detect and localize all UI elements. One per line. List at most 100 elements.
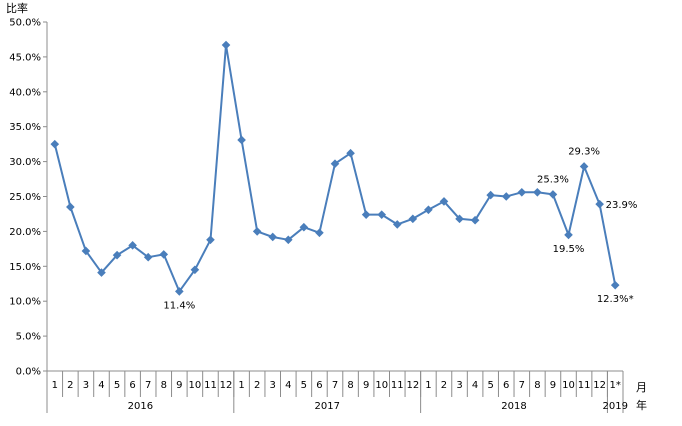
month-label: 10 bbox=[375, 380, 388, 391]
data-point bbox=[533, 188, 542, 197]
month-label: 5 bbox=[487, 380, 493, 391]
y-tick-label: 15.0% bbox=[9, 262, 41, 273]
month-label: 5 bbox=[114, 380, 120, 391]
y-tick-label: 20.0% bbox=[9, 227, 41, 238]
month-label: 12 bbox=[406, 380, 419, 391]
data-point bbox=[112, 250, 122, 260]
month-label: 9 bbox=[363, 380, 369, 391]
month-label: 9 bbox=[550, 380, 556, 391]
month-label: 8 bbox=[534, 380, 540, 391]
year-label: 2017 bbox=[314, 401, 339, 412]
y-tick-label: 50.0% bbox=[9, 18, 41, 29]
data-point bbox=[455, 214, 464, 224]
data-point bbox=[424, 205, 433, 215]
year-label: 2019 bbox=[602, 401, 627, 412]
data-label: 12.3%* bbox=[597, 294, 634, 305]
series-line bbox=[53, 44, 617, 293]
year-label: 2018 bbox=[501, 401, 526, 412]
y-tick-label: 25.0% bbox=[9, 192, 41, 203]
month-label: 1 bbox=[52, 380, 58, 391]
month-label: 10 bbox=[189, 380, 202, 391]
data-point bbox=[408, 214, 418, 224]
data-point bbox=[299, 222, 309, 232]
data-point bbox=[268, 232, 278, 242]
data-point bbox=[97, 268, 106, 277]
month-label: 3 bbox=[83, 380, 89, 391]
data-point bbox=[330, 159, 340, 169]
y-tick-label: 10.0% bbox=[9, 297, 41, 308]
month-label: 2 bbox=[67, 380, 73, 391]
month-label: 7 bbox=[332, 380, 338, 391]
month-label: 11 bbox=[578, 380, 591, 391]
data-point bbox=[377, 210, 387, 219]
month-label: 7 bbox=[145, 380, 151, 391]
month-label: 1* bbox=[610, 380, 621, 391]
data-label: 11.4% bbox=[163, 300, 195, 311]
y-tick-label: 40.0% bbox=[9, 87, 41, 98]
month-label: 4 bbox=[98, 380, 104, 391]
month-label: 11 bbox=[391, 380, 404, 391]
data-point bbox=[564, 230, 573, 240]
data-point bbox=[237, 135, 246, 145]
data-point bbox=[221, 40, 231, 50]
y-tick-label: 35.0% bbox=[9, 122, 41, 133]
data-point bbox=[439, 197, 449, 206]
data-point bbox=[548, 190, 558, 199]
data-point bbox=[579, 162, 589, 171]
data-point bbox=[595, 199, 604, 209]
data-point bbox=[175, 287, 184, 296]
data-point bbox=[486, 190, 495, 200]
data-label: 25.3% bbox=[537, 174, 569, 185]
month-label: 10 bbox=[562, 380, 575, 391]
month-label: 8 bbox=[161, 380, 167, 391]
data-point bbox=[610, 280, 620, 290]
data-label: 29.3% bbox=[568, 146, 600, 157]
x-axis-label-month: 月 bbox=[636, 381, 647, 394]
data-point bbox=[517, 188, 527, 197]
month-label: 11 bbox=[204, 380, 217, 391]
data-point bbox=[501, 192, 511, 201]
month-label: 1 bbox=[425, 380, 431, 391]
data-point bbox=[361, 210, 371, 219]
month-label: 1 bbox=[238, 380, 244, 391]
data-point bbox=[190, 265, 200, 275]
month-label: 6 bbox=[316, 380, 322, 391]
data-label: 19.5% bbox=[553, 244, 585, 255]
month-label: 6 bbox=[503, 380, 509, 391]
y-tick-label: 0.0% bbox=[16, 367, 41, 378]
data-point bbox=[206, 235, 215, 245]
month-label: 3 bbox=[456, 380, 462, 391]
month-label: 9 bbox=[176, 380, 182, 391]
data-point bbox=[66, 202, 75, 212]
data-point bbox=[128, 241, 137, 250]
month-label: 8 bbox=[347, 380, 353, 391]
year-label: 2016 bbox=[128, 401, 153, 412]
month-label: 3 bbox=[270, 380, 276, 391]
data-point bbox=[81, 246, 91, 256]
y-tick-label: 5.0% bbox=[16, 332, 41, 343]
data-label: 23.9% bbox=[606, 200, 638, 211]
month-label: 12 bbox=[593, 380, 606, 391]
y-axis-label: 比率 bbox=[6, 1, 28, 15]
month-label: 12 bbox=[220, 380, 233, 391]
month-label: 7 bbox=[519, 380, 525, 391]
month-label: 4 bbox=[285, 380, 291, 391]
month-label: 2 bbox=[254, 380, 260, 391]
y-tick-label: 45.0% bbox=[9, 52, 41, 63]
data-point bbox=[315, 228, 324, 238]
data-point bbox=[346, 148, 355, 158]
data-point bbox=[159, 250, 169, 259]
data-point bbox=[50, 139, 60, 149]
data-point bbox=[252, 227, 262, 236]
month-label: 2 bbox=[441, 380, 447, 391]
data-point bbox=[392, 220, 402, 229]
data-point bbox=[143, 252, 153, 262]
month-label: 4 bbox=[472, 380, 478, 391]
data-point bbox=[470, 215, 480, 225]
x-axis-label-year: 年 bbox=[636, 398, 647, 412]
month-label: 6 bbox=[129, 380, 135, 391]
month-label: 5 bbox=[301, 380, 307, 391]
y-tick-label: 30.0% bbox=[9, 157, 41, 168]
